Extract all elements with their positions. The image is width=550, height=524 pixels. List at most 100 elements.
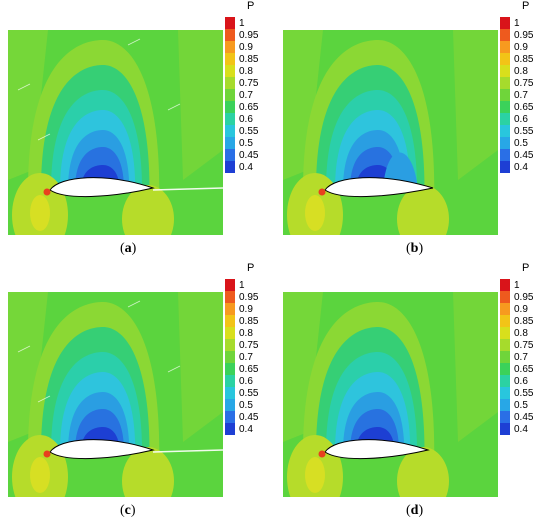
colorbar-swatch: [500, 113, 510, 125]
colorbar-tick-label: 0.75: [514, 340, 534, 351]
colorbar-tick-label: 0.85: [514, 54, 534, 65]
contour-plot-d: P10.950.90.850.80.750.70.650.60.550.50.4…: [283, 262, 534, 497]
colorbar-tick-label: 1: [239, 18, 245, 29]
colorbar-tick-label: 0.55: [514, 388, 534, 399]
colorbar-swatch: [500, 315, 510, 327]
wake-streak: [152, 187, 223, 191]
flow-streak: [37, 395, 51, 403]
side-band-right: [178, 30, 223, 180]
colorbar-tick-label: 0.7: [514, 90, 528, 101]
colorbar-tick-label: 0.95: [239, 292, 259, 303]
colorbar-tick-label: 0.4: [239, 424, 253, 435]
colorbar-tick-label: 0.8: [239, 66, 253, 77]
flow-streak: [17, 345, 31, 353]
colorbar-swatch: [225, 125, 235, 137]
stagnation-point: [318, 188, 326, 196]
flow-streak: [167, 365, 181, 373]
contour-plot-b: P10.950.90.850.80.750.70.650.60.550.50.4…: [283, 0, 534, 235]
side-band-right: [453, 30, 498, 180]
contour-plot-c: P10.950.90.850.80.750.70.650.60.550.50.4…: [8, 262, 259, 497]
colorbar-tick-label: 0.9: [514, 304, 528, 315]
colorbar-tick-label: 0.9: [239, 42, 253, 53]
colorbar-swatch: [225, 137, 235, 149]
stagnation-point: [43, 450, 51, 458]
caption-open: (: [120, 241, 125, 256]
colorbar-tick-label: 0.45: [239, 150, 259, 161]
colorbar-swatch: [225, 279, 235, 291]
lower-lobe-left-core: [30, 457, 50, 493]
panel-b: P 1 0.95 0.9 0.85 0.8 0.75 0.7 0.65 0.6 0.55 0.5 0.4…: [275, 0, 550, 262]
colorbar-swatch: [500, 363, 510, 375]
colorbar-swatch: [225, 291, 235, 303]
contour-plot-a: P10.950.90.850.80.750.70.650.60.550.50.4…: [8, 0, 259, 235]
side-band-left: [8, 30, 48, 180]
colorbar-swatch: [225, 387, 235, 399]
colorbar-tick-label: 0.65: [514, 102, 534, 113]
caption-close: ): [418, 503, 424, 518]
colorbar-tick-label: 0.9: [514, 42, 528, 53]
colorbar-swatch: [500, 411, 510, 423]
caption-c: (c): [120, 503, 136, 519]
wake-streak: [152, 449, 223, 453]
colorbar-swatch: [225, 161, 235, 173]
colorbar-swatch: [500, 77, 510, 89]
lower-lobe-left-core: [305, 195, 325, 231]
side-band-left: [283, 292, 323, 442]
lower-lobe-left-core: [305, 457, 325, 493]
caption-open: (: [406, 241, 411, 256]
colorbar-tick-label: 0.7: [239, 352, 253, 363]
colorbar-swatch: [500, 291, 510, 303]
lower-lobe-right: [397, 447, 449, 497]
colorbar-swatch: [225, 399, 235, 411]
colorbar-swatch: [500, 161, 510, 173]
colorbar-tick-label: 0.6: [514, 114, 528, 125]
colorbar-tick-label: 0.55: [239, 388, 259, 399]
colorbar-swatch: [225, 113, 235, 125]
colorbar-swatch: [225, 89, 235, 101]
caption-close: ): [131, 241, 137, 256]
colorbar-swatch: [225, 53, 235, 65]
colorbar-swatch: [500, 375, 510, 387]
caption-a: (a): [120, 241, 136, 257]
colorbar-tick-label: 0.8: [514, 66, 528, 77]
caption-letter: c: [124, 503, 131, 518]
colorbar-swatch: [225, 41, 235, 53]
flow-streak: [167, 103, 181, 111]
colorbar-swatch: [225, 339, 235, 351]
colorbar-swatch: [500, 89, 510, 101]
colorbar-tick-label: 0.6: [514, 376, 528, 387]
colorbar-tick-label: 0.6: [239, 114, 253, 125]
colorbar-swatch: [225, 77, 235, 89]
caption-open: (: [406, 503, 411, 518]
colorbar-swatch: [225, 351, 235, 363]
colorbar-tick-label: 0.65: [239, 102, 259, 113]
colorbar-tick-label: 0.4: [239, 162, 253, 173]
colorbar-tick-label: 0.45: [239, 412, 259, 423]
colorbar-tick-label: 0.4: [514, 424, 528, 435]
colorbar-tick-label: 0.55: [239, 126, 259, 137]
flow-streak: [37, 133, 51, 141]
colorbar-tick-label: 0.45: [514, 412, 534, 423]
colorbar-tick-label: 0.85: [239, 316, 259, 327]
colorbar-swatch: [225, 363, 235, 375]
colorbar-swatch: [500, 125, 510, 137]
colorbar-tick-label: 0.95: [514, 30, 534, 41]
colorbar-tick-label: 1: [514, 18, 520, 29]
lower-lobe-right: [122, 447, 174, 497]
colorbar-swatch: [225, 423, 235, 435]
colorbar-tick-label: 0.85: [514, 316, 534, 327]
colorbar-swatch: [500, 101, 510, 113]
side-band-right: [453, 292, 498, 442]
colorbar-tick-label: 0.45: [514, 150, 534, 161]
colorbar-tick-label: 0.65: [239, 364, 259, 375]
colorbar-swatch: [225, 17, 235, 29]
colorbar-tick-label: 1: [239, 280, 245, 291]
colorbar-swatch: [500, 399, 510, 411]
caption-d: (d): [406, 503, 423, 519]
colorbar-swatch: [225, 375, 235, 387]
caption-letter: d: [410, 503, 419, 518]
flow-streak: [127, 38, 141, 46]
stagnation-point: [318, 450, 326, 458]
caption-close: ): [130, 503, 136, 518]
caption-letter: a: [124, 241, 132, 256]
